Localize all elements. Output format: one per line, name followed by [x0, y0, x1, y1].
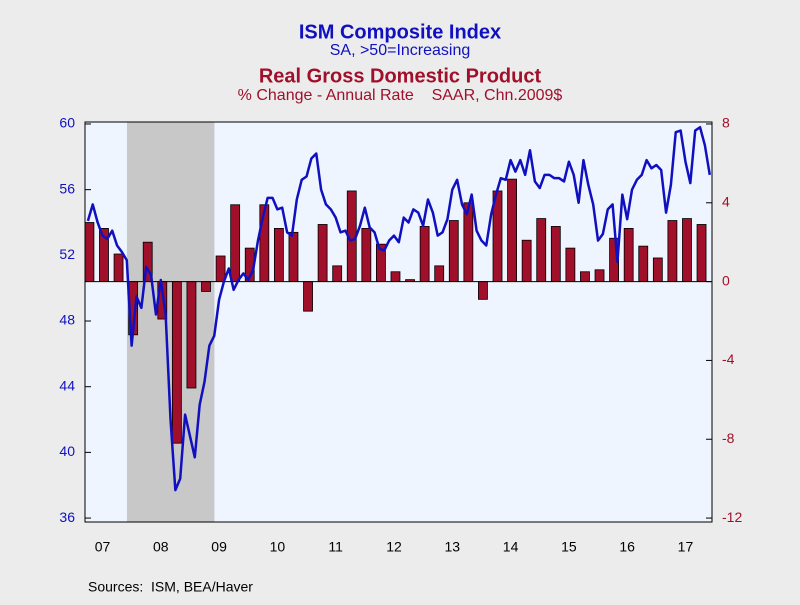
bar: [565, 247, 576, 283]
bar: [201, 281, 211, 292]
bar: [419, 226, 430, 283]
y2-tick-label: 0: [722, 272, 730, 288]
source-note: Sources: ISM, BEA/Haver: [88, 579, 253, 595]
bar: [536, 218, 547, 283]
x-tick-label: 10: [270, 539, 286, 555]
bar: [84, 222, 95, 283]
x-tick-label: 07: [95, 539, 111, 555]
x-tick-label: 13: [444, 539, 460, 555]
bar: [580, 271, 590, 283]
x-tick-label: 09: [211, 539, 227, 555]
y-tick-label: 60: [59, 115, 75, 131]
series-subtitle: SA, >50=Increasing: [330, 42, 471, 59]
bar: [303, 281, 313, 312]
x-tick-label: 12: [386, 539, 402, 555]
bar: [273, 228, 284, 283]
bar: [594, 269, 605, 283]
x-tick-label: 16: [619, 539, 635, 555]
x-tick-label: 11: [328, 539, 343, 555]
x-tick-label: 08: [153, 539, 169, 555]
bar: [623, 228, 634, 283]
bar: [448, 220, 459, 283]
bar: [521, 239, 532, 283]
y2-tick-label: 8: [722, 115, 730, 131]
y-tick-label: 36: [59, 509, 75, 525]
y2-tick-label: -12: [722, 509, 742, 525]
bar: [682, 218, 692, 283]
bar: [463, 202, 474, 283]
bar: [186, 281, 197, 389]
x-tick-label: 14: [503, 539, 519, 555]
bar: [390, 271, 401, 283]
bar: [652, 257, 663, 283]
y2-tick-label: -8: [722, 430, 735, 446]
bar: [288, 231, 299, 283]
bar: [550, 226, 561, 283]
y-tick-label: 40: [59, 443, 75, 459]
bar: [317, 224, 328, 283]
bar: [478, 281, 488, 300]
plot-frame: [84, 121, 713, 523]
series-subtitle: % Change - Annual Rate SAAR, Chn.2009$: [238, 87, 563, 104]
series-title: Real Gross Domestic Product: [259, 65, 542, 87]
bar: [215, 255, 226, 283]
y-tick-label: 56: [59, 180, 75, 196]
y-tick-label: 52: [59, 246, 75, 262]
y2-tick-label: -4: [722, 351, 735, 367]
y2-tick-label: 4: [722, 193, 730, 209]
x-tick-label: 15: [561, 539, 577, 555]
bar: [113, 253, 124, 283]
recession-shading: [126, 122, 215, 522]
x-tick-label: 17: [678, 539, 694, 555]
series-title: ISM Composite Index: [299, 21, 501, 43]
bar: [171, 281, 182, 444]
bar: [638, 245, 649, 283]
bar: [434, 265, 445, 283]
bar: [230, 204, 241, 283]
bar: [696, 224, 707, 283]
line: [86, 126, 712, 492]
bar: [332, 265, 343, 283]
bar: [667, 220, 678, 283]
y-tick-label: 44: [59, 377, 75, 393]
bar: [361, 228, 372, 283]
y-tick-label: 48: [59, 312, 75, 328]
bar: [507, 178, 517, 283]
